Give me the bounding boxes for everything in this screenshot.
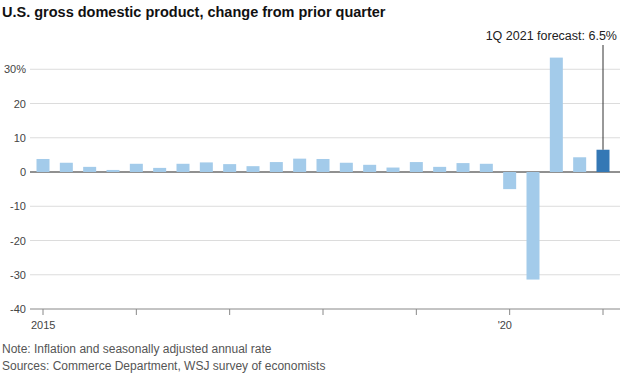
bar bbox=[177, 164, 190, 172]
bar bbox=[270, 162, 283, 172]
x-tick bbox=[416, 309, 417, 315]
y-tick-label: -40 bbox=[10, 303, 26, 315]
bar bbox=[153, 168, 166, 172]
bar bbox=[247, 166, 260, 172]
y-range bbox=[30, 35, 31, 309]
axis-line bbox=[30, 309, 620, 310]
bar bbox=[363, 165, 376, 172]
bar bbox=[340, 163, 353, 172]
bar bbox=[573, 157, 586, 172]
y-tick-label: 0 bbox=[20, 166, 26, 178]
x-tick bbox=[603, 309, 604, 315]
grid-line bbox=[30, 103, 620, 104]
bar bbox=[60, 163, 73, 172]
bar bbox=[550, 58, 563, 172]
bar bbox=[130, 164, 143, 172]
x-tick-label: 2015 bbox=[31, 319, 55, 331]
y-tick-label: 10 bbox=[14, 132, 26, 144]
bar bbox=[223, 164, 236, 172]
title: U.S. gross domestic product, change from… bbox=[2, 4, 386, 20]
grid-line bbox=[30, 137, 620, 138]
x-tick bbox=[509, 309, 510, 315]
y-tick-label: -10 bbox=[10, 200, 26, 212]
bar bbox=[293, 159, 306, 172]
bar bbox=[37, 159, 50, 172]
bar bbox=[317, 159, 330, 172]
bar bbox=[457, 163, 470, 172]
bar bbox=[410, 162, 423, 172]
annotation-line bbox=[603, 45, 604, 150]
bar bbox=[597, 150, 610, 172]
note: Sources: Commerce Department, WSJ survey… bbox=[2, 359, 325, 373]
bar bbox=[480, 164, 493, 172]
bar bbox=[503, 172, 516, 189]
bar bbox=[200, 162, 213, 172]
annotation: 1Q 2021 forecast: 6.5% bbox=[486, 29, 617, 43]
chart-svg: U.S. gross domestic product, change from… bbox=[0, 0, 620, 375]
bar bbox=[83, 167, 96, 172]
bar bbox=[107, 170, 120, 172]
chart-container: U.S. gross domestic product, change from… bbox=[0, 0, 620, 375]
y-tick-label: 20 bbox=[14, 98, 26, 110]
bars bbox=[37, 58, 610, 280]
y-tick-label: -30 bbox=[10, 269, 26, 281]
x-tick bbox=[323, 309, 324, 315]
x-tick bbox=[43, 309, 44, 315]
y-tick-label: -20 bbox=[10, 235, 26, 247]
grid-line bbox=[30, 69, 620, 70]
bar bbox=[433, 167, 446, 172]
grid bbox=[30, 69, 620, 309]
note: Note: Inflation and seasonally adjusted … bbox=[2, 342, 272, 356]
x-tick bbox=[136, 309, 137, 315]
x-tick-label: '20 bbox=[498, 319, 512, 331]
y-tick-label: 30% bbox=[4, 63, 26, 75]
bar bbox=[527, 172, 540, 280]
bar bbox=[387, 168, 400, 172]
x-tick bbox=[229, 309, 230, 315]
